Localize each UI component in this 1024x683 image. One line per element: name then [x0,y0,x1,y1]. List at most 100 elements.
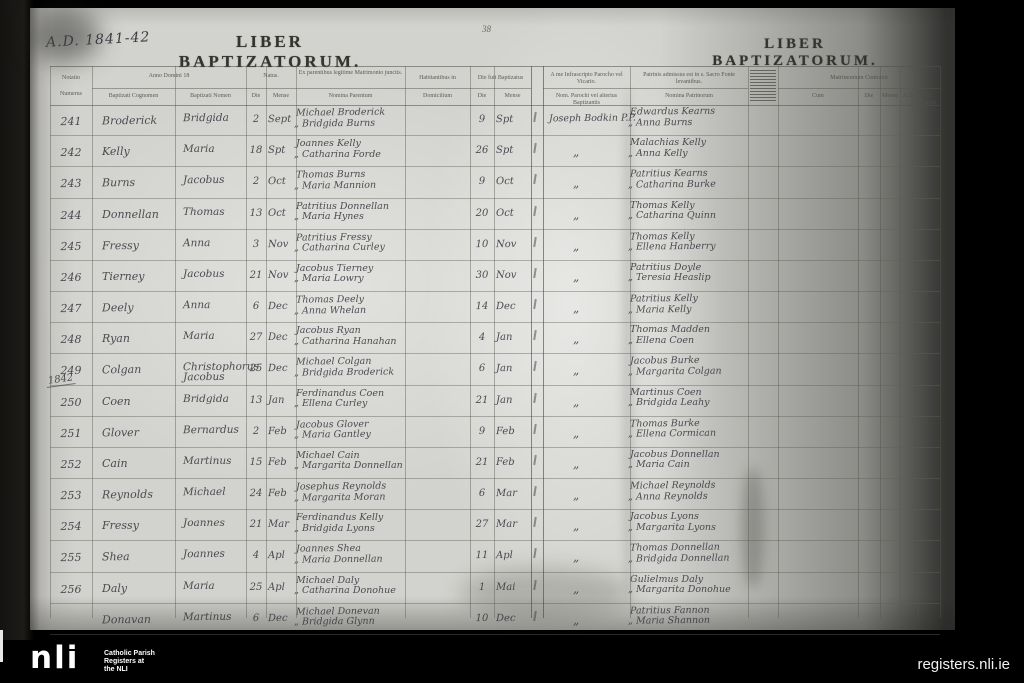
entry-father: Ferdinandus Kelly [296,512,384,524]
entry-surname: Donnellan [102,207,159,221]
entry-birth-day: 4 [252,550,260,562]
entry-sponsor-2: „ Bridgida Donnellan [627,552,730,565]
entry-birth-day: 13 [249,207,263,219]
entry-surname: Colgan [101,363,142,377]
entry-surname: Burns [101,176,136,190]
header-habitantibus: Habitantibus in [419,75,456,81]
entry-surname: Kelly [102,145,130,159]
entry-sponsors: Thomas Kelly „ Ellena Hanberry [628,230,748,260]
header-matr-mense: Mense [882,93,898,99]
grid-line [880,66,881,618]
entry-mother: „ Bridgida Lyons [294,522,375,534]
entry-father: Patritius Donnellan [296,200,389,212]
page-number: 38 [482,24,491,34]
entry-birth-month: Nov [268,269,289,281]
entry-parents: Ferdinandus Coen „ Ellena Curley [294,386,405,416]
entry-priest: „ [573,456,580,471]
entry-baptism-day: 11 [475,550,489,562]
entry-mother: „ Bridgida Burns [293,117,376,130]
entry-baptism-day: 14 [475,300,489,313]
grid-line [246,66,247,618]
entry-parents: Michael Cain „ Margarita Donnellan [294,448,405,478]
entry-surname: Deely [101,301,134,315]
header-baptizatus-mense: Mense [504,93,521,99]
entry-birth-day: 21 [249,269,263,281]
entry-forename: Martinus [183,454,232,467]
entry-mother: „ Maria Donnellan [293,553,383,566]
entry-birth-month: Feb [268,456,287,468]
entry-birth-day: 15 [249,456,263,468]
entry-sponsors: Malachias Kelly „ Anna Kelly [628,136,748,166]
entry-baptism-month: Nov [495,238,517,250]
entry-birth-month: Dec [267,300,288,313]
grid-line [630,66,631,618]
entry-baptism-day: 27 [475,519,489,531]
entry-priest: „ [573,332,580,347]
entry-baptism-month: Dec [495,612,516,624]
entry-forename: Thomas [183,205,225,218]
grid-line [405,66,406,618]
entry-birth-month: Jan [268,394,285,406]
table-row: 249 Colgan Christophorus Jacobus 25 Dec … [50,354,940,386]
header-baptizatus: Die fuit Baptizatus [477,75,524,81]
entry-number: 253 [60,488,82,503]
entry-baptism-month: Spt [496,145,514,157]
grid-line [858,66,859,618]
entry-number: 241 [60,114,82,129]
entry-birth-day: 25 [249,363,263,375]
entry-birth-day: 2 [252,113,260,126]
header-nomina-parentum: Nomina Parentum [328,93,373,99]
entry-birth-month: Apl [268,581,285,593]
entry-sponsors: Thomas Burke „ Ellena Cormican [628,417,748,447]
entry-birth-day: 2 [252,176,260,188]
entry-parents: Michael Daly „ Catharina Donohue [294,573,405,603]
branding-caption-line: the NLI [104,666,128,673]
entry-baptism-month: Oct [496,207,514,219]
entry-baptism-month: Mar [495,488,518,500]
entry-sponsors: Patritius Fannon „ Maria Shannon [628,604,748,634]
grid-line [92,88,531,89]
entry-forename: Joannes [182,548,225,561]
entry-sponsor-1: Thomas Kelly [630,199,695,211]
entry-forename: Martinus [182,610,232,624]
entry-sponsor-2: „ Margarita Donohue [628,584,731,596]
entry-sponsor-2: „ Margarita Lyons [628,521,716,533]
entry-sponsor-2: „ Catharina Burke [627,178,716,191]
entry-priest: „ [572,176,580,191]
entry-birth-month: Sept [267,113,292,126]
entry-number: 255 [60,551,82,565]
branding-caption: Catholic Parish Registers at the NLI [104,650,155,674]
header-numerus-1: Notatio [62,75,80,81]
entry-baptism-day: 1 [478,581,486,593]
entry-baptism-month: Nov [496,269,517,281]
entry-sponsor-2: „ Margarita Colgan [627,365,722,378]
entry-sponsors: Patritius Doyle „ Teresia Heaslip [628,261,748,291]
entry-surname: Tierney [102,269,145,283]
header-parentibus: Ex parentibus legitime Matrimonio juncti… [298,70,403,76]
entry-mother: „ Catharina Hanahan [294,335,397,347]
entry-mother: „ Catharina Donohue [294,585,396,597]
entry-forename: Maria [183,330,215,343]
entry-baptism-day: 30 [475,269,489,281]
entry-number: 246 [60,270,82,284]
entry-baptism-month: Jan [496,332,513,344]
entry-parents: Thomas Deely „ Anna Whelan [293,292,405,322]
grid-line [940,66,941,618]
entry-mother: „ Anna Whelan [293,304,367,317]
branding-caption-line: Registers at [104,658,145,665]
entry-baptism-month: Feb [496,456,515,468]
entry-parents: Michael Colgan „ Bridgida Broderick [293,354,405,384]
entry-number: 243 [60,177,82,191]
register-table: Notatio Numerus Anno Domini 18 Baptizati… [45,66,941,635]
entry-priest: „ [572,488,580,503]
entry-number: 252 [60,457,82,471]
entry-mother: „ Maria Mannion [293,179,377,192]
entry-surname: Reynolds [101,487,153,502]
scan-frame-edge [0,0,34,640]
entry-mother: „ Margarita Moran [293,491,386,504]
entry-birth-month: Oct [267,176,286,188]
entry-mother: „ Bridgida Broderick [293,366,395,379]
entry-sponsors: Patritius Kelly „ Maria Kelly [628,292,748,322]
entry-baptism-day: 6 [478,488,486,500]
entry-baptism-day: 10 [475,238,489,250]
